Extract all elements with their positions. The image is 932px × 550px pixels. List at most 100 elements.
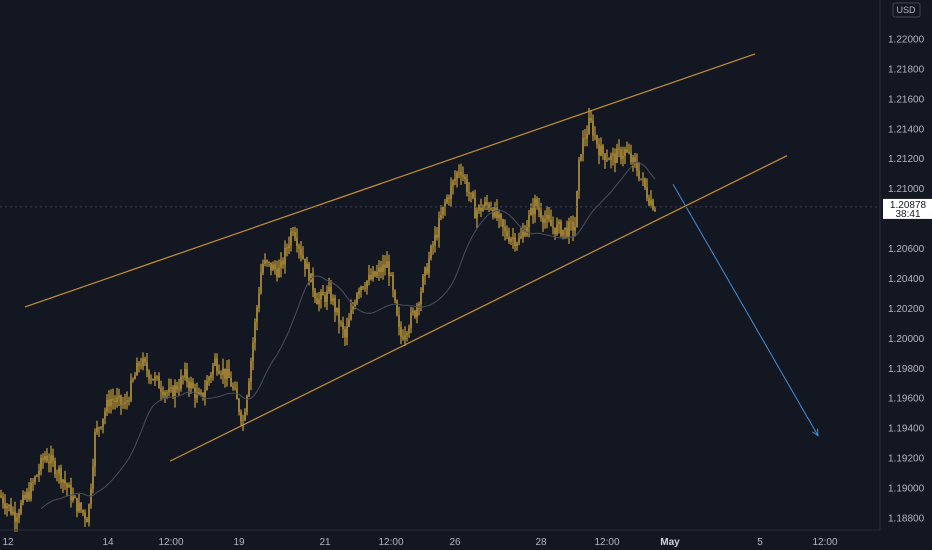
time-tick-label: 12 — [2, 537, 14, 548]
candle-body — [106, 399, 108, 412]
price-axis[interactable]: USD 1.22000 1.21800 1.21600 1.21400 1.21200 1… — [879, 0, 925, 530]
candle-body — [332, 297, 334, 302]
candle-body — [328, 287, 330, 292]
last-price-value: 1.20878 — [890, 200, 927, 211]
candle-body — [316, 297, 318, 305]
candle-body — [236, 389, 238, 400]
candle-body — [536, 198, 538, 208]
candle-body — [586, 133, 588, 139]
candle-body — [580, 154, 582, 160]
candle-body — [42, 457, 44, 460]
candle-body — [324, 295, 326, 303]
candle-body — [166, 392, 168, 394]
candle-body — [270, 262, 272, 271]
candle-body — [150, 378, 152, 380]
candle-body — [476, 210, 478, 219]
candle-body — [212, 365, 214, 375]
time-axis[interactable]: 12 14 12:00 19 21 12:00 26 28 12:00 May 5 12:00 — [0, 529, 880, 548]
candle-body — [268, 262, 270, 263]
candle-body — [458, 171, 460, 173]
candle-body — [504, 226, 506, 231]
candle-body — [72, 496, 74, 501]
candle-body — [398, 315, 400, 327]
candle-body — [252, 342, 254, 361]
candle-body — [362, 286, 364, 289]
candle-body — [468, 192, 470, 194]
candle-body — [264, 260, 266, 264]
candle-body — [650, 200, 652, 205]
candle-body — [190, 382, 192, 389]
lower-channel-line[interactable] — [169, 155, 788, 462]
candle-body — [478, 205, 480, 211]
candle-body — [344, 329, 346, 338]
candle-body — [502, 219, 504, 227]
price-tick-label: 1.21800 — [888, 64, 925, 75]
candle-body — [360, 286, 362, 291]
candle-body — [578, 159, 580, 191]
candle-body — [262, 263, 264, 273]
candle-body — [130, 380, 132, 401]
candle-body — [584, 138, 586, 139]
candle-body — [330, 287, 332, 302]
projection-arrow-line[interactable] — [672, 183, 819, 436]
candle-body — [532, 207, 534, 215]
candle-body — [170, 387, 172, 389]
drawings-layer[interactable] — [24, 53, 819, 462]
candle-body — [10, 504, 12, 514]
projection-arrow-head — [811, 428, 819, 437]
candle-body — [552, 226, 554, 228]
candle-body — [378, 267, 380, 272]
candle-body — [38, 470, 40, 476]
candle-body — [572, 221, 574, 231]
candle-body — [98, 427, 100, 429]
candle-body — [424, 267, 426, 277]
price-tick-label: 1.19200 — [888, 454, 925, 465]
candle-body — [472, 192, 474, 199]
candle-body — [202, 392, 204, 397]
candle-body — [490, 208, 492, 210]
candle-body — [432, 245, 434, 247]
candle-body — [390, 274, 392, 276]
candle-body — [470, 192, 472, 194]
candle-body — [460, 171, 462, 176]
candle-body — [156, 376, 158, 378]
candle-body — [244, 411, 246, 421]
candle-body — [452, 180, 454, 186]
upper-channel-line[interactable] — [24, 53, 756, 308]
candle-body — [366, 280, 368, 289]
candle-body — [136, 362, 138, 376]
candle-body — [230, 377, 232, 387]
candle-body — [62, 479, 64, 483]
candle-body — [646, 187, 648, 199]
candle-body — [566, 227, 568, 237]
candle-body — [292, 231, 294, 233]
candle-body — [218, 370, 220, 374]
candle-body — [310, 273, 312, 283]
candle-body — [314, 290, 316, 298]
candle-body — [284, 247, 286, 265]
time-tick-label: 12:00 — [378, 537, 403, 548]
candle-body — [626, 149, 628, 152]
candle-body — [442, 206, 444, 215]
candle-body — [294, 232, 296, 239]
candle-body — [624, 149, 626, 156]
candle-body — [198, 392, 200, 395]
candle-body — [438, 218, 440, 238]
candle-body — [174, 385, 176, 398]
candle-body — [266, 260, 268, 263]
price-tick-label: 1.21600 — [888, 94, 925, 105]
candle-body — [370, 274, 372, 279]
candle-body — [508, 236, 510, 242]
candle-body — [462, 175, 464, 177]
candle-body — [308, 263, 310, 283]
candle-body — [590, 117, 592, 121]
candle-body — [614, 153, 616, 163]
candle-body — [214, 358, 216, 366]
candle-body — [210, 374, 212, 378]
time-tick-label: 21 — [319, 537, 331, 548]
candle-body — [492, 209, 494, 217]
candle-body — [188, 381, 190, 389]
candle-body — [620, 149, 622, 159]
